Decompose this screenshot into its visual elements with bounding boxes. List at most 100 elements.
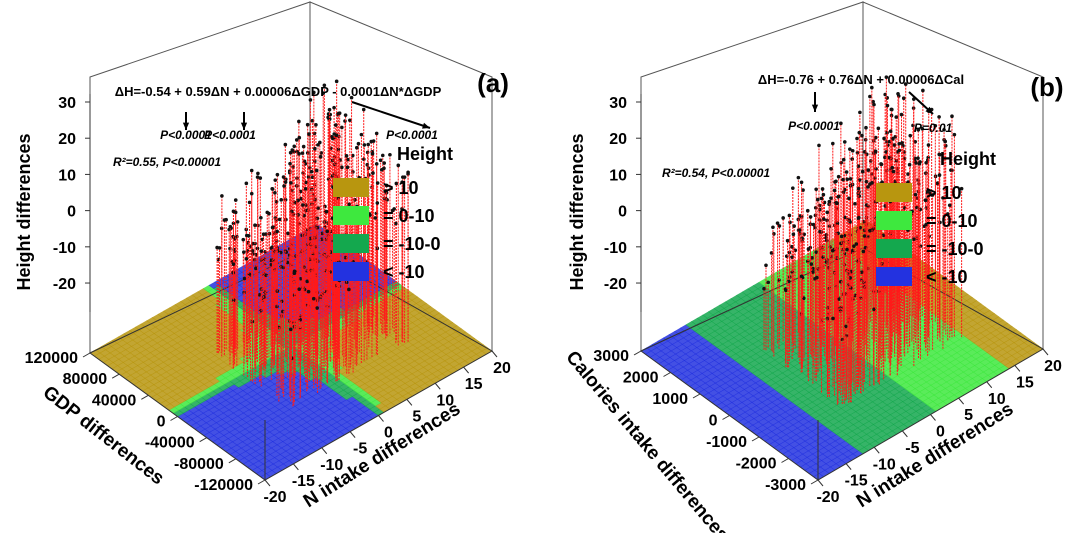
data-point: [344, 154, 349, 158]
data-point: [864, 125, 868, 130]
data-point: [347, 287, 351, 292]
data-point: [952, 132, 957, 137]
z-tick-label: 30: [58, 95, 76, 112]
y-tick: [810, 479, 819, 485]
data-point: [872, 102, 876, 107]
data-point: [309, 169, 314, 174]
data-point: [259, 249, 264, 253]
data-point: [899, 112, 904, 117]
data-point: [333, 123, 338, 127]
data-point: [815, 197, 820, 202]
data-point: [256, 171, 260, 176]
data-point: [300, 151, 305, 155]
data-point: [370, 151, 375, 156]
data-point: [799, 180, 804, 185]
legend-swatch: [333, 262, 369, 281]
y-tick: [228, 458, 237, 464]
regression-formula: ΔH=-0.54 + 0.59ΔN + 0.00006ΔGDP - 0.0001…: [115, 84, 442, 99]
data-point: [374, 162, 379, 166]
data-point: [283, 180, 288, 184]
data-point: [241, 237, 246, 242]
data-point: [396, 163, 401, 168]
data-point: [854, 242, 859, 246]
data-point: [845, 247, 849, 252]
z-tick-label: 30: [609, 95, 627, 112]
data-point: [306, 289, 311, 294]
data-point: [380, 153, 385, 158]
data-point: [382, 166, 386, 171]
data-point: [378, 158, 383, 163]
data-point: [366, 142, 371, 147]
y-tick-label: 2000: [623, 370, 659, 387]
data-point: [808, 215, 813, 219]
y-tick: [692, 393, 701, 399]
data-point: [792, 224, 796, 228]
y-tick: [82, 352, 91, 358]
data-point: [834, 179, 838, 184]
legend-label: = 0-10: [383, 206, 435, 226]
data-point: [943, 139, 948, 144]
data-point: [821, 192, 826, 197]
data-point: [244, 233, 249, 238]
data-point: [845, 177, 850, 182]
data-point: [855, 136, 859, 141]
data-point: [835, 201, 839, 206]
legend-label: = -10-0: [383, 234, 441, 254]
data-point: [315, 216, 320, 221]
x-tick: [491, 350, 498, 358]
y-tick-label: -2000: [736, 456, 777, 473]
data-point: [947, 203, 952, 208]
data-point: [861, 249, 866, 254]
data-point: [822, 217, 826, 221]
x-tick: [378, 415, 384, 422]
y-tick-label: -40000: [145, 435, 195, 452]
panel-a: -20 -10 0 10 20 30 Height differences -120000 -8…: [14, 1, 511, 512]
data-point: [890, 165, 895, 170]
z-tick-label: 20: [58, 131, 76, 148]
data-point: [900, 141, 904, 145]
data-point: [315, 225, 320, 230]
data-point: [853, 201, 857, 206]
data-point: [327, 107, 332, 112]
x-tick-label: 15: [1016, 374, 1034, 391]
data-point: [388, 153, 392, 157]
data-point: [848, 177, 853, 181]
data-point: [791, 186, 795, 190]
data-point: [894, 115, 899, 119]
x-tick: [817, 479, 824, 487]
y-tick-label: 40000: [92, 392, 137, 409]
y-tick-label: 120000: [25, 350, 78, 367]
z-tick-label: -10: [53, 240, 76, 257]
data-point: [292, 144, 297, 149]
data-point: [279, 198, 284, 202]
data-point: [340, 125, 344, 130]
y-tick: [663, 372, 671, 377]
z-tick-label: 10: [58, 167, 76, 184]
y-tick: [257, 479, 266, 485]
data-point: [375, 201, 380, 205]
data-point: [261, 232, 266, 237]
data-point: [829, 167, 833, 171]
data-point: [914, 161, 918, 165]
data-point: [827, 199, 832, 204]
data-point: [791, 232, 796, 237]
data-point: [332, 132, 337, 136]
data-point: [809, 262, 814, 266]
data-point: [856, 186, 861, 191]
x-tick: [434, 382, 441, 390]
x-tick: [1042, 348, 1049, 356]
data-point: [800, 236, 804, 241]
data-point: [847, 196, 851, 201]
data-point: [313, 146, 317, 151]
data-point: [250, 248, 255, 253]
data-point: [288, 327, 293, 332]
z-tick-label: 20: [609, 131, 627, 148]
p-value: P<0.0001: [386, 128, 438, 142]
data-point: [262, 295, 266, 299]
data-point: [253, 223, 257, 228]
data-point: [228, 224, 233, 229]
data-point: [950, 114, 954, 119]
data-point: [892, 143, 897, 147]
data-point: [249, 168, 254, 173]
